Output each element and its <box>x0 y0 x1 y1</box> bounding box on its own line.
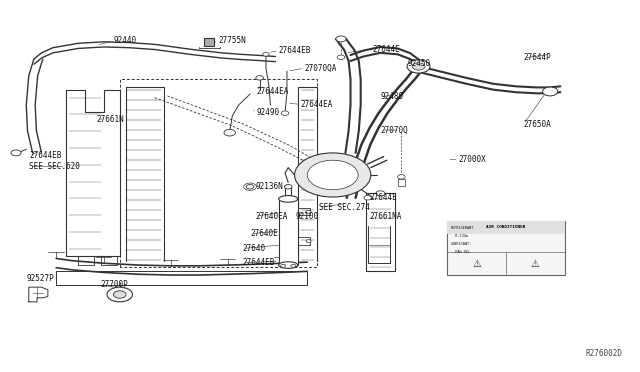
Text: 27000X: 27000X <box>459 155 486 164</box>
Bar <box>397 179 405 186</box>
Text: 92450: 92450 <box>408 60 431 68</box>
Text: 27640: 27640 <box>243 244 266 253</box>
Text: 27661N: 27661N <box>96 115 124 124</box>
Text: 27700P: 27700P <box>100 280 129 289</box>
Text: R-134a: R-134a <box>451 234 468 238</box>
Circle shape <box>107 287 132 302</box>
Circle shape <box>280 264 285 267</box>
Circle shape <box>291 264 296 267</box>
Text: 92527P: 92527P <box>26 274 54 283</box>
Text: 27644EB: 27644EB <box>278 46 311 55</box>
Text: 92136N: 92136N <box>255 182 283 191</box>
Circle shape <box>307 160 358 190</box>
Text: 92100: 92100 <box>296 212 319 221</box>
Text: REFRIGERANT: REFRIGERANT <box>451 226 474 230</box>
Circle shape <box>306 210 311 213</box>
Text: LUBRICANT:: LUBRICANT: <box>451 243 472 246</box>
Text: 27650A: 27650A <box>524 120 551 129</box>
Text: 92490: 92490 <box>257 108 280 117</box>
Circle shape <box>113 291 126 298</box>
Text: 27644EB: 27644EB <box>243 258 275 267</box>
Ellipse shape <box>278 262 298 268</box>
Text: 27644E: 27644E <box>369 193 397 202</box>
Circle shape <box>407 60 430 73</box>
Text: 27755N: 27755N <box>218 36 246 45</box>
Text: PAG OIL: PAG OIL <box>451 250 470 254</box>
Text: 27070QA: 27070QA <box>304 64 337 73</box>
Circle shape <box>337 55 345 60</box>
Text: 92440: 92440 <box>113 36 136 45</box>
Text: R276002D: R276002D <box>585 349 622 358</box>
Circle shape <box>306 240 311 243</box>
Circle shape <box>376 191 385 196</box>
Text: 27644E: 27644E <box>372 45 400 54</box>
Bar <box>447 221 564 234</box>
Circle shape <box>364 196 371 200</box>
Text: SEE SEC.620: SEE SEC.620 <box>29 162 80 171</box>
Bar <box>278 199 298 265</box>
Circle shape <box>397 174 405 179</box>
Circle shape <box>543 87 558 96</box>
Text: SEE SEC.274: SEE SEC.274 <box>319 203 370 212</box>
Text: 27070Q: 27070Q <box>380 126 408 135</box>
Text: 27644EA: 27644EA <box>257 87 289 96</box>
Circle shape <box>11 150 21 156</box>
Bar <box>447 221 564 275</box>
Text: ⚠: ⚠ <box>472 259 481 269</box>
Text: 92480: 92480 <box>380 93 404 102</box>
Text: ⚠: ⚠ <box>531 259 540 269</box>
Text: 27661NA: 27661NA <box>369 212 402 221</box>
Circle shape <box>412 63 425 70</box>
Circle shape <box>284 185 292 189</box>
Ellipse shape <box>278 196 298 202</box>
Circle shape <box>336 36 346 42</box>
Circle shape <box>246 185 254 189</box>
Circle shape <box>224 129 236 136</box>
Bar <box>204 38 214 46</box>
Text: 27644EB: 27644EB <box>29 151 62 160</box>
Text: 27644EA: 27644EA <box>301 100 333 109</box>
Text: 27644P: 27644P <box>524 54 551 62</box>
Circle shape <box>281 111 289 115</box>
Text: 27640EA: 27640EA <box>255 212 287 221</box>
Text: 27640E: 27640E <box>250 229 278 238</box>
Text: AIR CONDITIONER: AIR CONDITIONER <box>486 225 525 230</box>
Circle shape <box>256 76 264 80</box>
Circle shape <box>294 153 371 197</box>
Circle shape <box>263 52 269 56</box>
